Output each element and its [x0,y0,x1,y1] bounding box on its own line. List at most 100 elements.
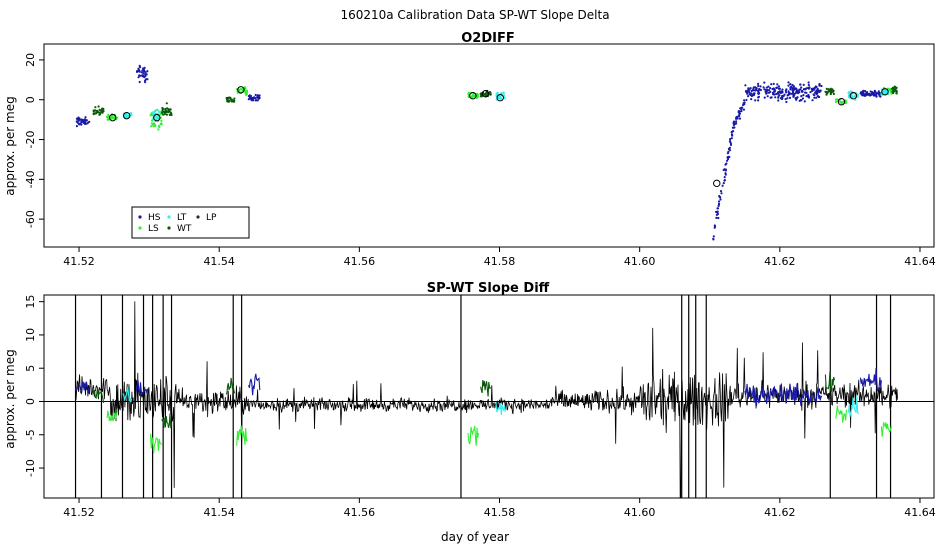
scatter-point-hs [719,196,722,199]
scatter-point-wt [161,107,165,111]
scatter-point-hs [769,96,772,99]
scatter-point-ls [245,89,249,92]
top-x-tick-label: 41.64 [904,255,936,268]
scatter-point-ls [241,89,244,92]
scatter-point-hs [254,93,257,97]
scatter-point-wt [97,105,100,108]
bottom-plot-area: 41.52 41.54 41.56 41.58 41.60 41.62 41.64 -10 -5… [24,295,936,519]
scatter-point-hs [755,88,758,92]
scatter-point-hs [742,103,745,107]
scatter-point-ls [888,88,891,91]
scatter-point-hs [771,87,774,91]
scatter-point-wt [489,91,492,94]
scatter-point-hs [719,198,722,201]
scatter-point-hs [738,115,741,118]
scatter-point-hs [866,92,869,96]
scatter-point-hs [740,110,743,113]
scatter-point-hs [745,98,748,102]
scatter-point-hs [757,96,760,99]
scatter-point-hs [816,95,820,98]
scatter-point-ls [476,93,480,96]
scatter-point-wt [479,92,482,95]
overlay-wt [92,387,105,403]
scatter-point-hs [728,140,732,143]
scatter-point-hs [775,86,778,89]
scatter-point-hs [256,99,259,102]
bottom-x-tick-label: 41.62 [764,506,796,519]
scatter-point-hs [258,96,261,99]
scatter-point-hs [794,97,797,100]
scatter-point-hs [715,213,719,216]
scatter-point-hs [813,94,816,97]
mean-marker [849,92,858,100]
scatter-point-hs [139,66,142,69]
legend-label-ls: LS [148,224,159,234]
top-panel-title: O2DIFF [461,31,515,46]
scatter-point-lt [158,111,161,114]
scatter-point-hs [75,117,78,120]
mean-marker [469,92,477,100]
scatter-point-hs [758,92,761,95]
scatter-point-wt [94,106,97,109]
scatter-point-hs [752,94,755,97]
scatter-point-hs [146,70,149,73]
scatter-point-wt [98,108,101,111]
scatter-point-hs [137,76,140,79]
scatter-point-hs [787,81,790,84]
scatter-point-lt [155,109,158,112]
scatter-point-hs [875,95,878,98]
scatter-point-ls [239,88,242,91]
scatter-point-hs [249,94,252,98]
scatter-point-hs [783,93,786,96]
scatter-point-ls [840,101,843,104]
scatter-point-wt [163,111,166,114]
scatter-point-wt [894,87,897,90]
scatter-point-hs [815,93,818,96]
scatter-point-hs [811,99,814,102]
scatter-point-ls [150,122,153,125]
scatter-point-hs [795,98,798,101]
scatter-point-hs [770,83,773,86]
scatter-point-wt [831,90,835,93]
scatter-point-ls [107,118,110,121]
scatter-point-hs [778,87,781,90]
scatter-point-hs [724,173,727,176]
scatter-point-lt [847,91,850,94]
scatter-point-wt [169,111,172,114]
scatter-point-hs [767,91,771,94]
scatter-point-hs [771,91,775,94]
scatter-point-lt [498,97,501,100]
scatter-point-wt [226,99,229,102]
scatter-point-hs [870,92,874,95]
bottom-panel-title: SP-WT Slope Diff [427,281,550,296]
scatter-point-hs [84,116,87,119]
bottom-y-tick-label: 5 [24,365,37,372]
scatter-point-hs [762,86,765,89]
scatter-point-wt [893,85,896,88]
scatter-point-lt [856,95,859,98]
top-x-tick-label: 41.62 [764,255,796,268]
scatter-point-hs [729,142,733,145]
scatter-point-hs [725,162,728,165]
scatter-point-wt [165,113,168,116]
mean-marker [108,113,117,122]
scatter-point-hs [735,120,738,123]
mean-marker [713,179,721,188]
overlay-wt [225,377,236,395]
scatter-point-wt [166,107,169,110]
top-y-tick-label: 20 [24,53,37,67]
top-x-tick-label: 41.56 [344,255,376,268]
scatter-point-hs [144,81,147,84]
scatter-point-hs [801,97,805,100]
top-plot-area: 41.52 41.54 41.56 41.58 41.60 41.62 41.64 -60 -4… [24,53,936,268]
scatter-point-wt [830,89,833,92]
scatter-point-hs [873,93,877,96]
scatter-point-hs [777,85,781,88]
overlay-lt [847,395,859,417]
scatter-point-hs [136,69,139,73]
scatter-point-ls [243,86,247,89]
scatter-point-hs [786,97,789,100]
scatter-point-hs [805,91,808,94]
scatter-point-hs [861,91,864,94]
